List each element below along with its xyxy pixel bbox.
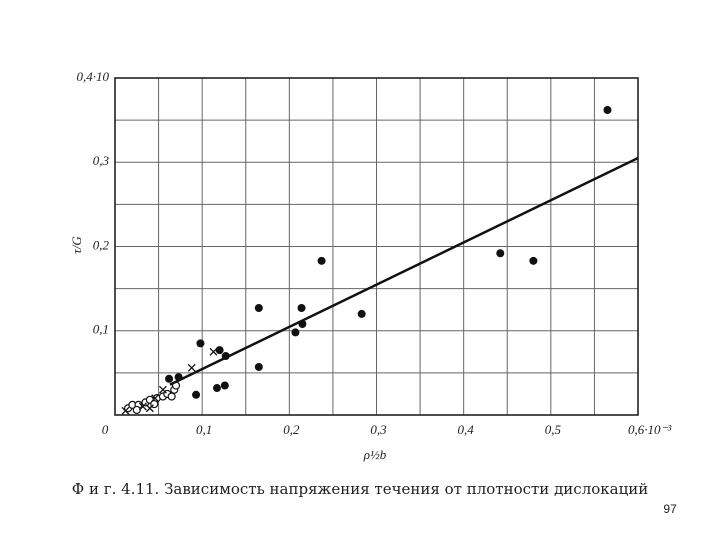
cross-point: [151, 394, 160, 403]
filled-point: [196, 339, 205, 348]
filled-point: [291, 328, 300, 337]
x-tick-label: 0: [102, 422, 109, 437]
x-tick-label: 0,1: [196, 422, 212, 437]
filled-point: [297, 304, 306, 313]
y-tick-label: 0,4·10: [77, 69, 110, 84]
filled-point: [220, 381, 229, 390]
filled-point: [192, 390, 201, 399]
y-axis-label: τ/G: [69, 236, 84, 254]
caption: Ф и г. 4.11. Зависимость напряжения тече…: [72, 480, 648, 498]
x-axis-label: ρ½b: [363, 447, 387, 462]
filled-point: [529, 256, 538, 265]
x-tick-label: 0,6·10⁻³: [628, 422, 672, 437]
x-tick-label: 0,5: [545, 422, 562, 437]
filled-point: [603, 106, 612, 115]
cross-point: [158, 385, 167, 394]
x-tick-label: 0,4: [458, 422, 475, 437]
y-tick-label: 0,3: [93, 153, 110, 168]
x-tick-label: 0,2: [283, 422, 300, 437]
y-tick-label: 0,1: [93, 322, 109, 337]
y-tick-label: 0,2: [93, 237, 110, 252]
cross-point: [138, 402, 147, 411]
cross-point: [187, 363, 196, 372]
cross-point: [209, 347, 218, 356]
open-point: [167, 392, 176, 401]
cross-point: [145, 404, 154, 413]
filled-point: [215, 346, 224, 355]
filled-point: [212, 384, 221, 393]
filled-point: [317, 256, 326, 265]
filled-point: [254, 362, 263, 371]
fit-line: [169, 156, 639, 386]
x-tick-label: 0,3: [370, 422, 387, 437]
filled-point: [254, 304, 263, 313]
filled-point: [165, 374, 174, 383]
plot-frame: [114, 77, 639, 416]
filled-point: [496, 249, 505, 258]
page-number: 97: [663, 502, 677, 516]
cross-point: [121, 406, 130, 415]
open-point: [132, 405, 141, 415]
filled-point: [357, 309, 366, 318]
